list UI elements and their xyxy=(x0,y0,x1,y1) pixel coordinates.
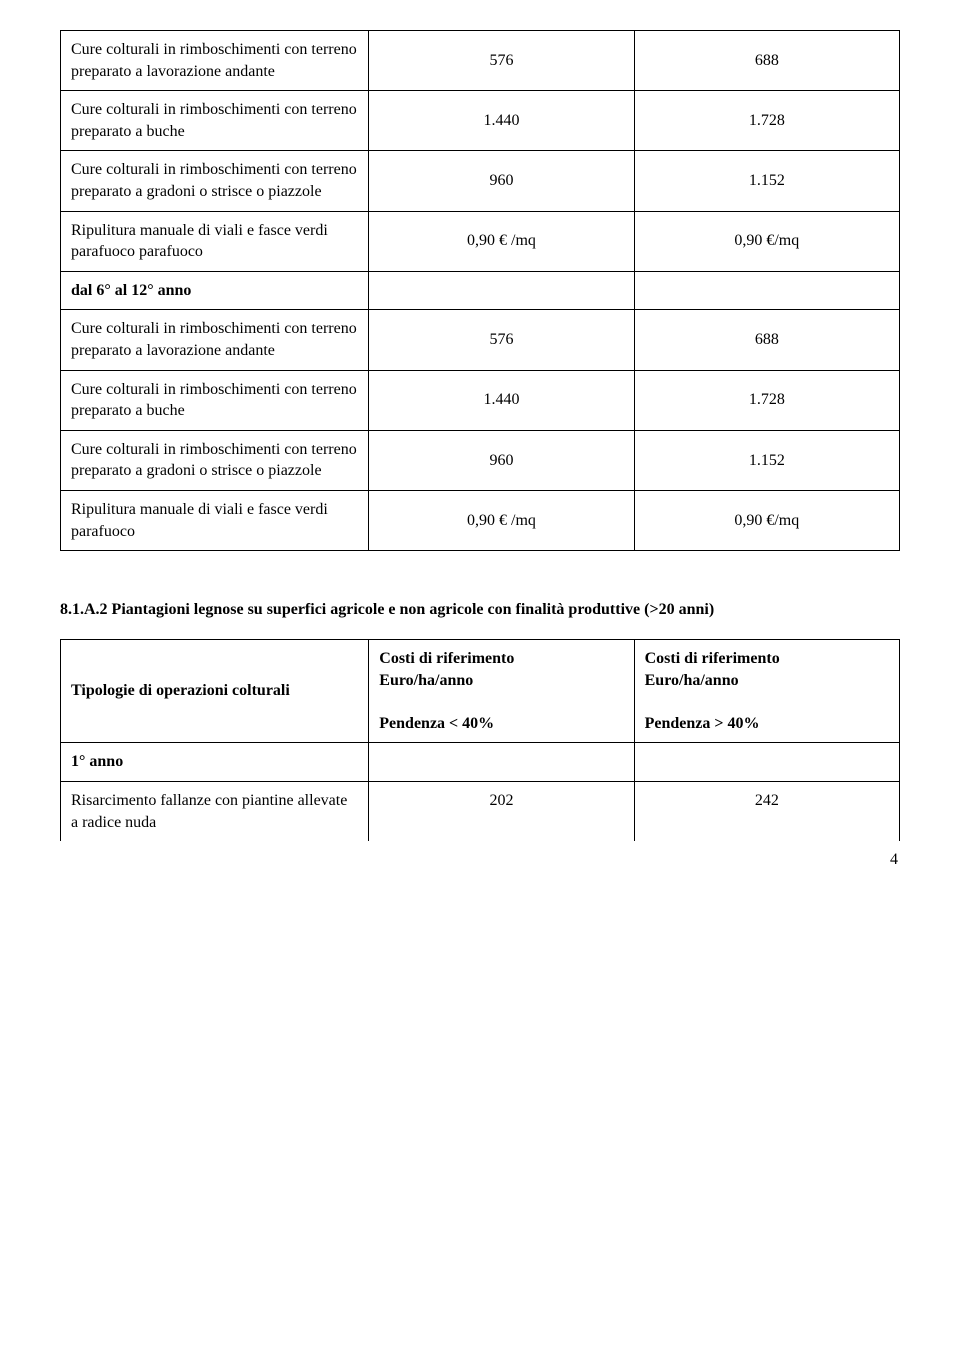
cell-value: 960 xyxy=(369,430,634,490)
cell-label: Cure colturali in rimboschimenti con ter… xyxy=(61,430,369,490)
cell-value xyxy=(369,743,634,782)
cell-value: 1.440 xyxy=(369,91,634,151)
header-cell: Tipologie di operazioni colturali xyxy=(61,640,369,743)
cell-value: 0,90 €/mq xyxy=(634,490,899,550)
table-row: Cure colturali in rimboschimenti con ter… xyxy=(61,370,900,430)
cell-label: Cure colturali in rimboschimenti con ter… xyxy=(61,31,369,91)
table-1: Cure colturali in rimboschimenti con ter… xyxy=(60,30,900,551)
cell-value xyxy=(634,271,899,310)
table-2: Tipologie di operazioni colturali Costi … xyxy=(60,639,900,841)
cell-value: 0,90 €/mq xyxy=(634,211,899,271)
cell-value: 0,90 € /mq xyxy=(369,211,634,271)
cell-value: 1.440 xyxy=(369,370,634,430)
cell-label: Ripulitura manuale di viali e fasce verd… xyxy=(61,490,369,550)
table-header-row: Tipologie di operazioni colturali Costi … xyxy=(61,640,900,743)
table-row: Cure colturali in rimboschimenti con ter… xyxy=(61,31,900,91)
cell-label: Cure colturali in rimboschimenti con ter… xyxy=(61,91,369,151)
page-number: 4 xyxy=(60,851,900,869)
section-heading: 8.1.A.2 Piantagioni legnose su superfici… xyxy=(60,601,900,619)
header-line: Pendenza < 40% xyxy=(379,715,494,732)
cell-value: 1.728 xyxy=(634,370,899,430)
cell-value: 960 xyxy=(369,151,634,211)
header-cell: Costi di riferimento Euro/ha/anno Penden… xyxy=(369,640,634,743)
cell-value: 576 xyxy=(369,310,634,370)
header-line: Euro/ha/anno xyxy=(645,672,739,689)
cell-value: 1.152 xyxy=(634,430,899,490)
cell-value: 1.152 xyxy=(634,151,899,211)
cell-label: 1° anno xyxy=(61,743,369,782)
cell-value: 688 xyxy=(634,310,899,370)
header-line: Euro/ha/anno xyxy=(379,672,473,689)
cell-value xyxy=(369,271,634,310)
table-row: Cure colturali in rimboschimenti con ter… xyxy=(61,151,900,211)
header-line: Costi di riferimento xyxy=(645,650,780,667)
cell-label: Cure colturali in rimboschimenti con ter… xyxy=(61,151,369,211)
cell-value: 202 xyxy=(369,782,634,842)
header-line: Costi di riferimento xyxy=(379,650,514,667)
table-row: dal 6° al 12° anno xyxy=(61,271,900,310)
cell-label: Ripulitura manuale di viali e fasce verd… xyxy=(61,211,369,271)
table-row: Ripulitura manuale di viali e fasce verd… xyxy=(61,211,900,271)
cell-label: Risarcimento fallanze con piantine allev… xyxy=(61,782,369,842)
cell-value: 242 xyxy=(634,782,899,842)
table-row: 1° anno xyxy=(61,743,900,782)
table-row: Cure colturali in rimboschimenti con ter… xyxy=(61,430,900,490)
table-row: Cure colturali in rimboschimenti con ter… xyxy=(61,310,900,370)
cell-value xyxy=(634,743,899,782)
header-line: Pendenza > 40% xyxy=(645,715,760,732)
table-row: Cure colturali in rimboschimenti con ter… xyxy=(61,91,900,151)
table-row: Risarcimento fallanze con piantine allev… xyxy=(61,782,900,842)
table-row: Ripulitura manuale di viali e fasce verd… xyxy=(61,490,900,550)
header-cell: Costi di riferimento Euro/ha/anno Penden… xyxy=(634,640,899,743)
cell-label: Cure colturali in rimboschimenti con ter… xyxy=(61,310,369,370)
cell-label: dal 6° al 12° anno xyxy=(61,271,369,310)
cell-value: 1.728 xyxy=(634,91,899,151)
cell-label: Cure colturali in rimboschimenti con ter… xyxy=(61,370,369,430)
cell-value: 688 xyxy=(634,31,899,91)
cell-value: 576 xyxy=(369,31,634,91)
cell-value: 0,90 € /mq xyxy=(369,490,634,550)
